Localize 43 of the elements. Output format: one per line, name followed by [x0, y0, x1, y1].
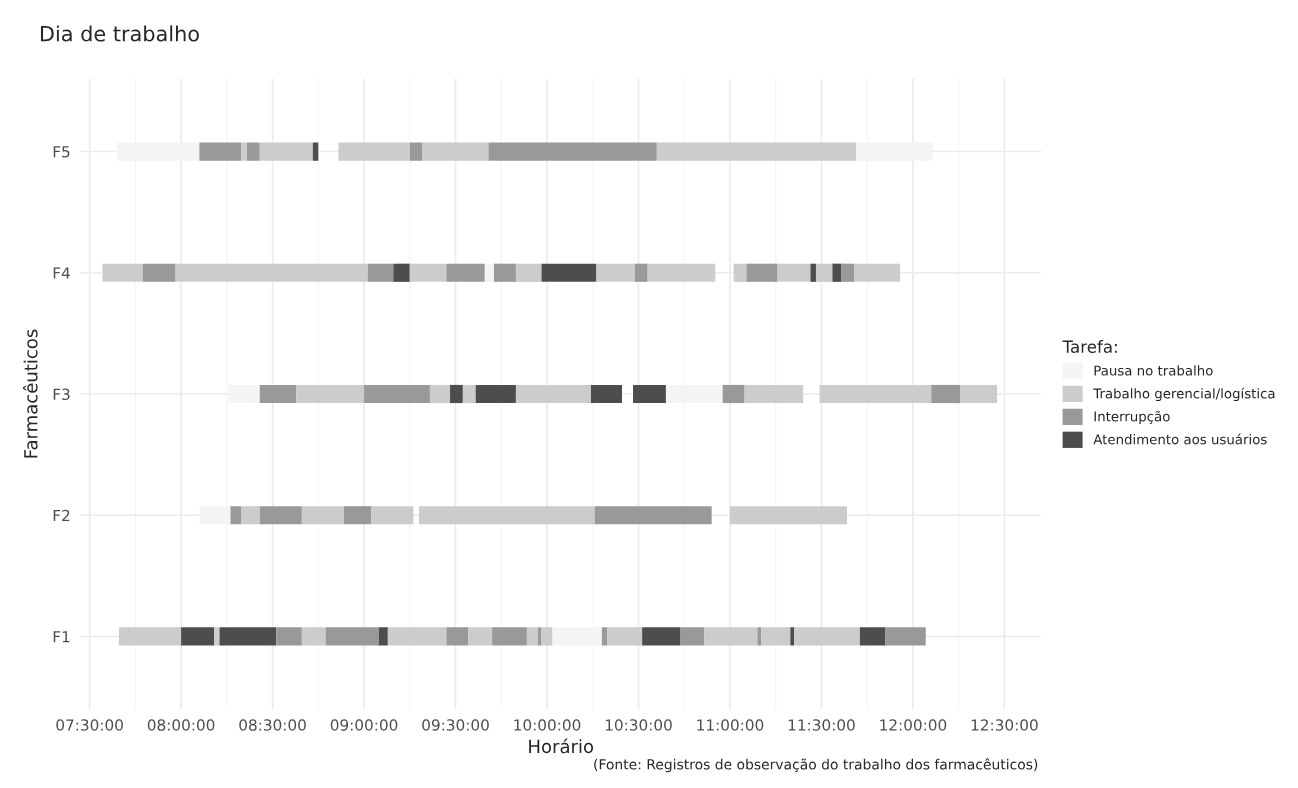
bar — [367, 263, 394, 282]
bar — [296, 384, 365, 404]
bar — [241, 506, 260, 525]
bar — [175, 263, 368, 282]
bar — [744, 384, 804, 404]
bar — [259, 384, 297, 404]
bar — [475, 384, 516, 404]
bar — [387, 627, 447, 646]
bar — [960, 384, 998, 404]
bar — [722, 384, 745, 404]
bar — [259, 506, 302, 525]
bar — [230, 506, 242, 525]
bar — [634, 263, 648, 282]
y-axis-title: Farmacêuticos — [22, 329, 38, 458]
bar — [422, 142, 489, 161]
bar — [885, 627, 926, 646]
chart-title: Dia de trabalho — [40, 25, 199, 42]
bar — [462, 384, 476, 404]
bar — [246, 142, 260, 161]
bar — [794, 627, 860, 646]
bar — [931, 384, 961, 404]
bar — [338, 142, 410, 161]
x-axis-title: Horário — [529, 738, 594, 754]
bar — [199, 142, 242, 161]
bar — [647, 263, 716, 282]
bar — [819, 384, 932, 404]
bar — [541, 627, 553, 646]
bar — [364, 384, 430, 404]
legend-title: Tarefa: — [1062, 340, 1117, 353]
bar — [733, 263, 747, 282]
bar — [761, 627, 791, 646]
bar — [859, 627, 886, 646]
bar — [241, 142, 247, 161]
bar — [378, 627, 388, 646]
bar — [214, 627, 220, 646]
bar — [142, 263, 176, 282]
bar — [777, 263, 811, 282]
bar — [746, 263, 778, 282]
bar — [371, 506, 414, 525]
bar — [515, 384, 591, 404]
bar — [301, 506, 344, 525]
bar — [429, 384, 451, 404]
bar — [259, 142, 313, 161]
